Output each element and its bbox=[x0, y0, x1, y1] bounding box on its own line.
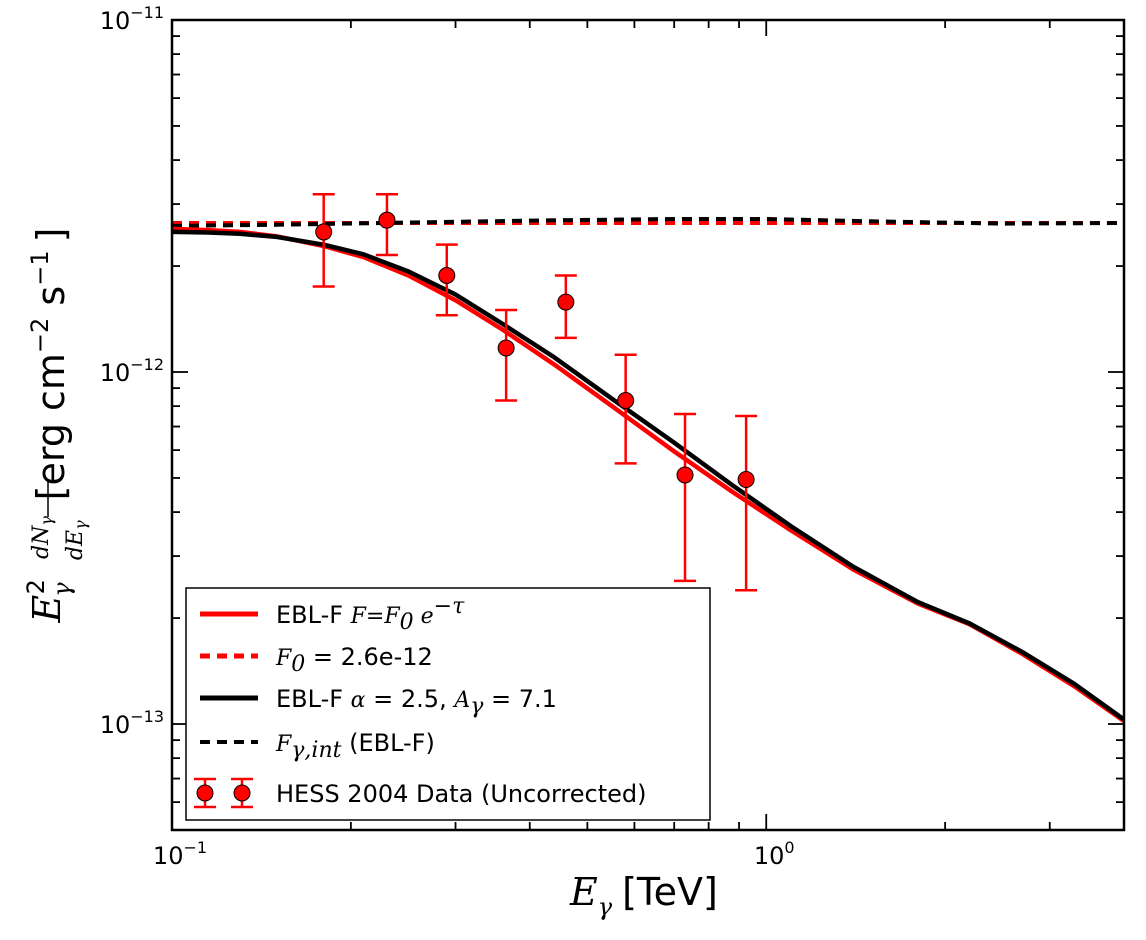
data-marker bbox=[737, 471, 755, 489]
y-axis-unit-mid: s bbox=[29, 286, 73, 318]
hess-data-point-7 bbox=[735, 414, 758, 592]
data-marker bbox=[557, 293, 575, 311]
hess-data-point-2 bbox=[435, 243, 458, 317]
data-marker bbox=[676, 466, 694, 484]
x-axis-symbol: E bbox=[569, 870, 598, 914]
y-axis-title: Eγ2 dNγdEγ[erg cm−2 s−1] bbox=[22, 228, 90, 624]
data-marker bbox=[497, 339, 515, 357]
data-marker bbox=[438, 267, 456, 285]
svg-text:Eγ2 dNγdEγ[erg cm−2 s−1]: Eγ2 dNγdEγ[erg cm−2 s−1] bbox=[22, 228, 90, 624]
x-tick-label-1: 100 bbox=[754, 838, 795, 870]
y-axis-prefix: E bbox=[25, 594, 69, 623]
data-marker bbox=[617, 392, 635, 410]
data-marker bbox=[315, 223, 333, 241]
y-tick-label-2: 10−13 bbox=[100, 707, 164, 739]
y-tick-label-0: 10−11 bbox=[100, 3, 164, 35]
legend-entry-ebl-f-model: EBL-F α = 2.5, Aγ = 7.1 bbox=[276, 685, 557, 719]
legend-swatch-hess bbox=[194, 777, 253, 809]
data-marker bbox=[378, 211, 396, 229]
hess-data-point-6 bbox=[674, 412, 697, 583]
series-line-2 bbox=[172, 229, 1124, 722]
legend-entry-f0: F0 = 2.6e-12 bbox=[275, 643, 433, 677]
series-line-3 bbox=[172, 217, 1124, 228]
hess-data-point-1 bbox=[375, 192, 398, 257]
y-axis-frac-num: dN bbox=[29, 525, 54, 559]
y-axis-frac-den-sub: γ bbox=[71, 520, 90, 530]
y-tick-label-1: 10−12 bbox=[100, 355, 164, 387]
y-axis-unit-sup2: −1 bbox=[26, 250, 54, 285]
y-axis-frac-num-sub: γ bbox=[37, 516, 56, 526]
hess-data-point-5 bbox=[614, 353, 637, 465]
hess-data-point-4 bbox=[554, 274, 577, 340]
plot-frame bbox=[170, 18, 1126, 832]
x-axis-subscript: γ bbox=[598, 893, 613, 921]
y-axis-prefix-sup: 2 bbox=[22, 579, 50, 594]
y-axis-prefix-sub: γ bbox=[48, 582, 76, 597]
y-axis-unit: [erg cm bbox=[29, 353, 73, 500]
legend-entry-hess: HESS 2004 Data (Uncorrected) bbox=[276, 780, 647, 808]
x-axis-unit: [TeV] bbox=[622, 870, 718, 914]
y-axis-unit-sup1: −2 bbox=[26, 318, 54, 353]
legend: EBL-F F=F0 e−τ F0 = 2.6e-12 EBL-F α = 2.… bbox=[185, 587, 711, 821]
hess-data-point-0 bbox=[312, 192, 335, 288]
x-axis-title: Eγ [TeV] bbox=[569, 870, 718, 921]
legend-entry-ebl-f: EBL-F F=F0 e−τ bbox=[276, 594, 465, 635]
y-axis-frac-den: dE bbox=[63, 530, 88, 560]
legend-entry-f-int: Fγ,int (EBL-F) bbox=[275, 729, 435, 763]
y-axis-unit-end: ] bbox=[29, 228, 73, 243]
x-tick-label-0: 10−1 bbox=[153, 838, 207, 870]
legend-frame bbox=[185, 587, 711, 821]
hess-data-point-3 bbox=[495, 308, 518, 402]
